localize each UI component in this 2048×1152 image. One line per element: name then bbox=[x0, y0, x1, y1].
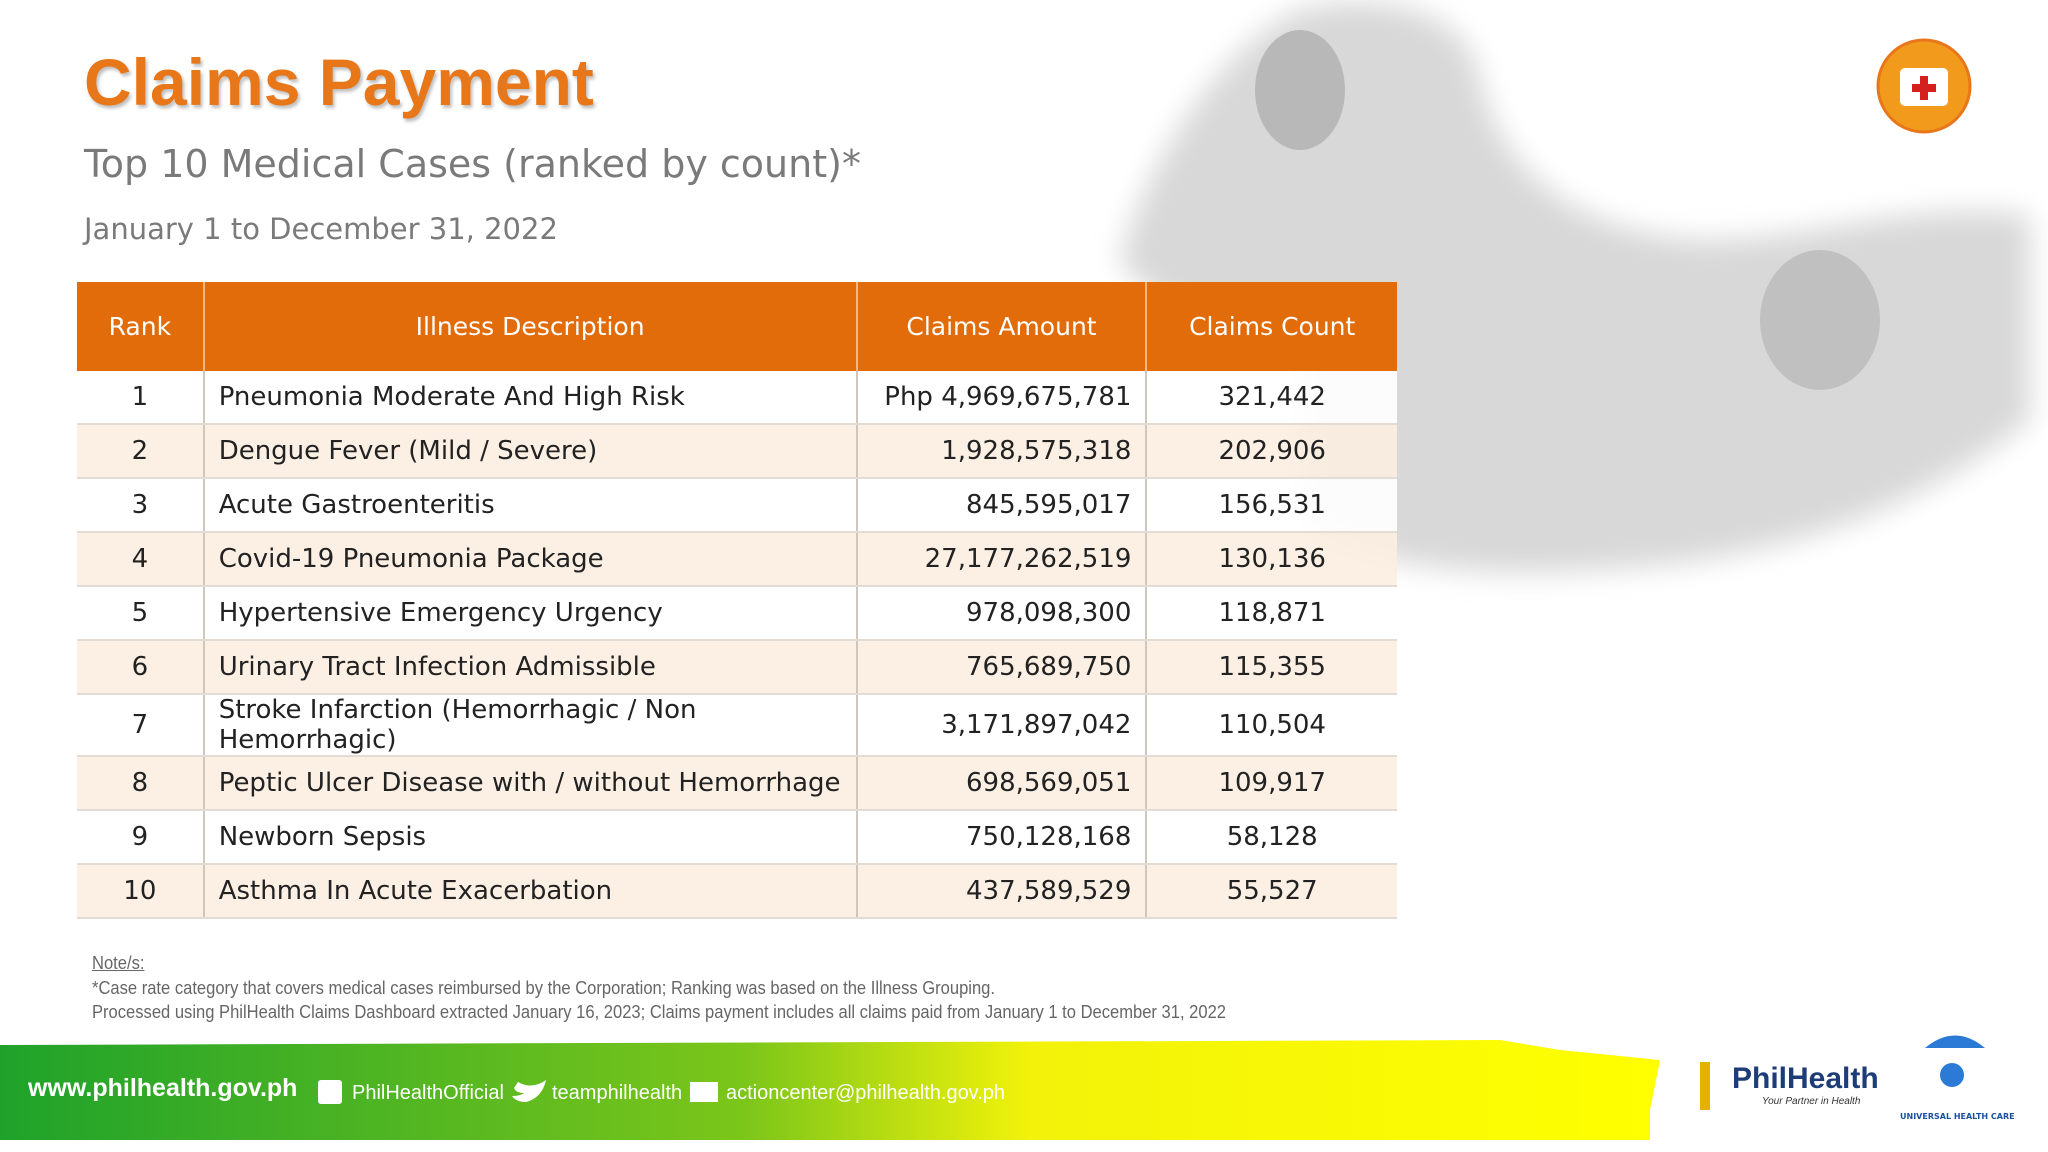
table-cell: Acute Gastroenteritis bbox=[203, 478, 858, 533]
patient-silhouette bbox=[1760, 250, 1880, 390]
table-cell: 5 bbox=[77, 586, 205, 641]
claims-table: Rank Illness Description Claims Amount Clai… bbox=[77, 282, 1397, 919]
footer-band bbox=[0, 1040, 1660, 1140]
table-cell: 3,171,897,042 bbox=[856, 694, 1148, 757]
table-cell: 9 bbox=[77, 810, 205, 865]
brand-name: PhilHealth bbox=[1732, 1062, 1879, 1095]
table-cell: 437,589,529 bbox=[856, 864, 1148, 919]
table-row: 9 Newborn Sepsis 750,128,168 58,128 bbox=[77, 810, 1397, 865]
table-cell: 845,595,017 bbox=[856, 478, 1148, 533]
table-cell: Hypertensive Emergency Urgency bbox=[203, 586, 858, 641]
column-header: Claims Count bbox=[1146, 282, 1397, 371]
column-header: Illness Description bbox=[203, 282, 858, 371]
email[interactable]: actioncenter@philhealth.gov.ph bbox=[726, 1082, 1006, 1104]
table-cell: Asthma In Acute Exacerbation bbox=[203, 864, 858, 919]
table-row: 3 Acute Gastroenteritis 845,595,017 156,531 bbox=[77, 478, 1397, 533]
note-line: *Case rate category that covers medical … bbox=[92, 978, 995, 998]
facebook-icon bbox=[318, 1080, 342, 1104]
table-row: 5 Hypertensive Emergency Urgency 978,098,3… bbox=[77, 586, 1397, 641]
philhealth-logo bbox=[1700, 1062, 1710, 1110]
table-cell: 698,569,051 bbox=[856, 756, 1148, 811]
table-cell: 750,128,168 bbox=[856, 810, 1148, 865]
table-cell: Newborn Sepsis bbox=[203, 810, 858, 865]
table-cell: 765,689,750 bbox=[856, 640, 1148, 695]
table-row: 2 Dengue Fever (Mild / Severe) 1,928,575,3… bbox=[77, 424, 1397, 479]
table-cell: 7 bbox=[77, 694, 205, 757]
table-cell: 27,177,262,519 bbox=[856, 532, 1148, 587]
table-cell: Php 4,969,675,781 bbox=[856, 371, 1148, 425]
tagline: Your Partner in Health bbox=[1762, 1096, 1861, 1107]
table-cell: 3 bbox=[77, 478, 205, 533]
table-cell: 58,128 bbox=[1146, 810, 1397, 865]
table-cell: 1,928,575,318 bbox=[856, 424, 1148, 479]
table-cell: 2 bbox=[77, 424, 205, 479]
table-cell: 6 bbox=[77, 640, 205, 695]
table-row: 4 Covid-19 Pneumonia Package 27,177,262,51… bbox=[77, 532, 1397, 587]
table-row: 10 Asthma In Acute Exacerbation 437,589,52… bbox=[77, 864, 1397, 919]
table-row: 6 Urinary Tract Infection Admissible 765,6… bbox=[77, 640, 1397, 695]
note-line: Processed using PhilHealth Claims Dashbo… bbox=[92, 1002, 1227, 1022]
website[interactable]: www.philhealth.gov.ph bbox=[28, 1074, 298, 1102]
column-header: Rank bbox=[77, 282, 205, 371]
table-cell: Pneumonia Moderate And High Risk bbox=[203, 371, 858, 425]
table-cell: 130,136 bbox=[1146, 532, 1397, 587]
subtitle: Top 10 Medical Cases (ranked by count)* bbox=[84, 142, 861, 186]
nurse-silhouette bbox=[1255, 30, 1345, 150]
table-cell: Urinary Tract Infection Admissible bbox=[203, 640, 858, 695]
table-cell: Covid-19 Pneumonia Package bbox=[203, 532, 858, 587]
table-cell: Dengue Fever (Mild / Severe) bbox=[203, 424, 858, 479]
facebook[interactable]: PhilHealthOfficial bbox=[352, 1082, 504, 1104]
brand: PhilHealth Your Partner in Health bbox=[1732, 1062, 1879, 1107]
notes: Note/s: *Case rate category that covers … bbox=[92, 950, 1226, 1024]
table-cell: 109,917 bbox=[1146, 756, 1397, 811]
column-header: Claims Amount bbox=[856, 282, 1148, 371]
uhc-logo bbox=[1925, 1035, 1985, 1048]
notes-heading: Note/s: bbox=[92, 953, 145, 973]
table-cell: 55,527 bbox=[1146, 864, 1397, 919]
table-cell: 321,442 bbox=[1146, 371, 1397, 425]
email-icon bbox=[690, 1082, 718, 1102]
period: January 1 to December 31, 2022 bbox=[84, 212, 558, 246]
twitter-icon bbox=[512, 1080, 546, 1102]
table-row: 7 Stroke Infarction (Hemorrhagic / Non He… bbox=[77, 694, 1397, 757]
table-cell: Stroke Infarction (Hemorrhagic / Non Hem… bbox=[203, 694, 858, 757]
table-row: 1 Pneumonia Moderate And High Risk Php 4,9… bbox=[77, 371, 1397, 425]
table-cell: 8 bbox=[77, 756, 205, 811]
table-cell: 115,355 bbox=[1146, 640, 1397, 695]
table-cell: 118,871 bbox=[1146, 586, 1397, 641]
table-cell: 10 bbox=[77, 864, 205, 919]
table-cell: 202,906 bbox=[1146, 424, 1397, 479]
table-cell: Peptic Ulcer Disease with / without Hemo… bbox=[203, 756, 858, 811]
table-row: 8 Peptic Ulcer Disease with / without Hem… bbox=[77, 756, 1397, 811]
table-cell: 978,098,300 bbox=[856, 586, 1148, 641]
table-cell: 110,504 bbox=[1146, 694, 1397, 757]
uhc-label: UNIVERSAL HEALTH CARE bbox=[1900, 1112, 2015, 1121]
table-cell: 156,531 bbox=[1146, 478, 1397, 533]
table-cell: 1 bbox=[77, 371, 205, 425]
title: Claims Payment bbox=[84, 45, 594, 119]
table-cell: 4 bbox=[77, 532, 205, 587]
twitter[interactable]: teamphilhealth bbox=[552, 1082, 683, 1104]
